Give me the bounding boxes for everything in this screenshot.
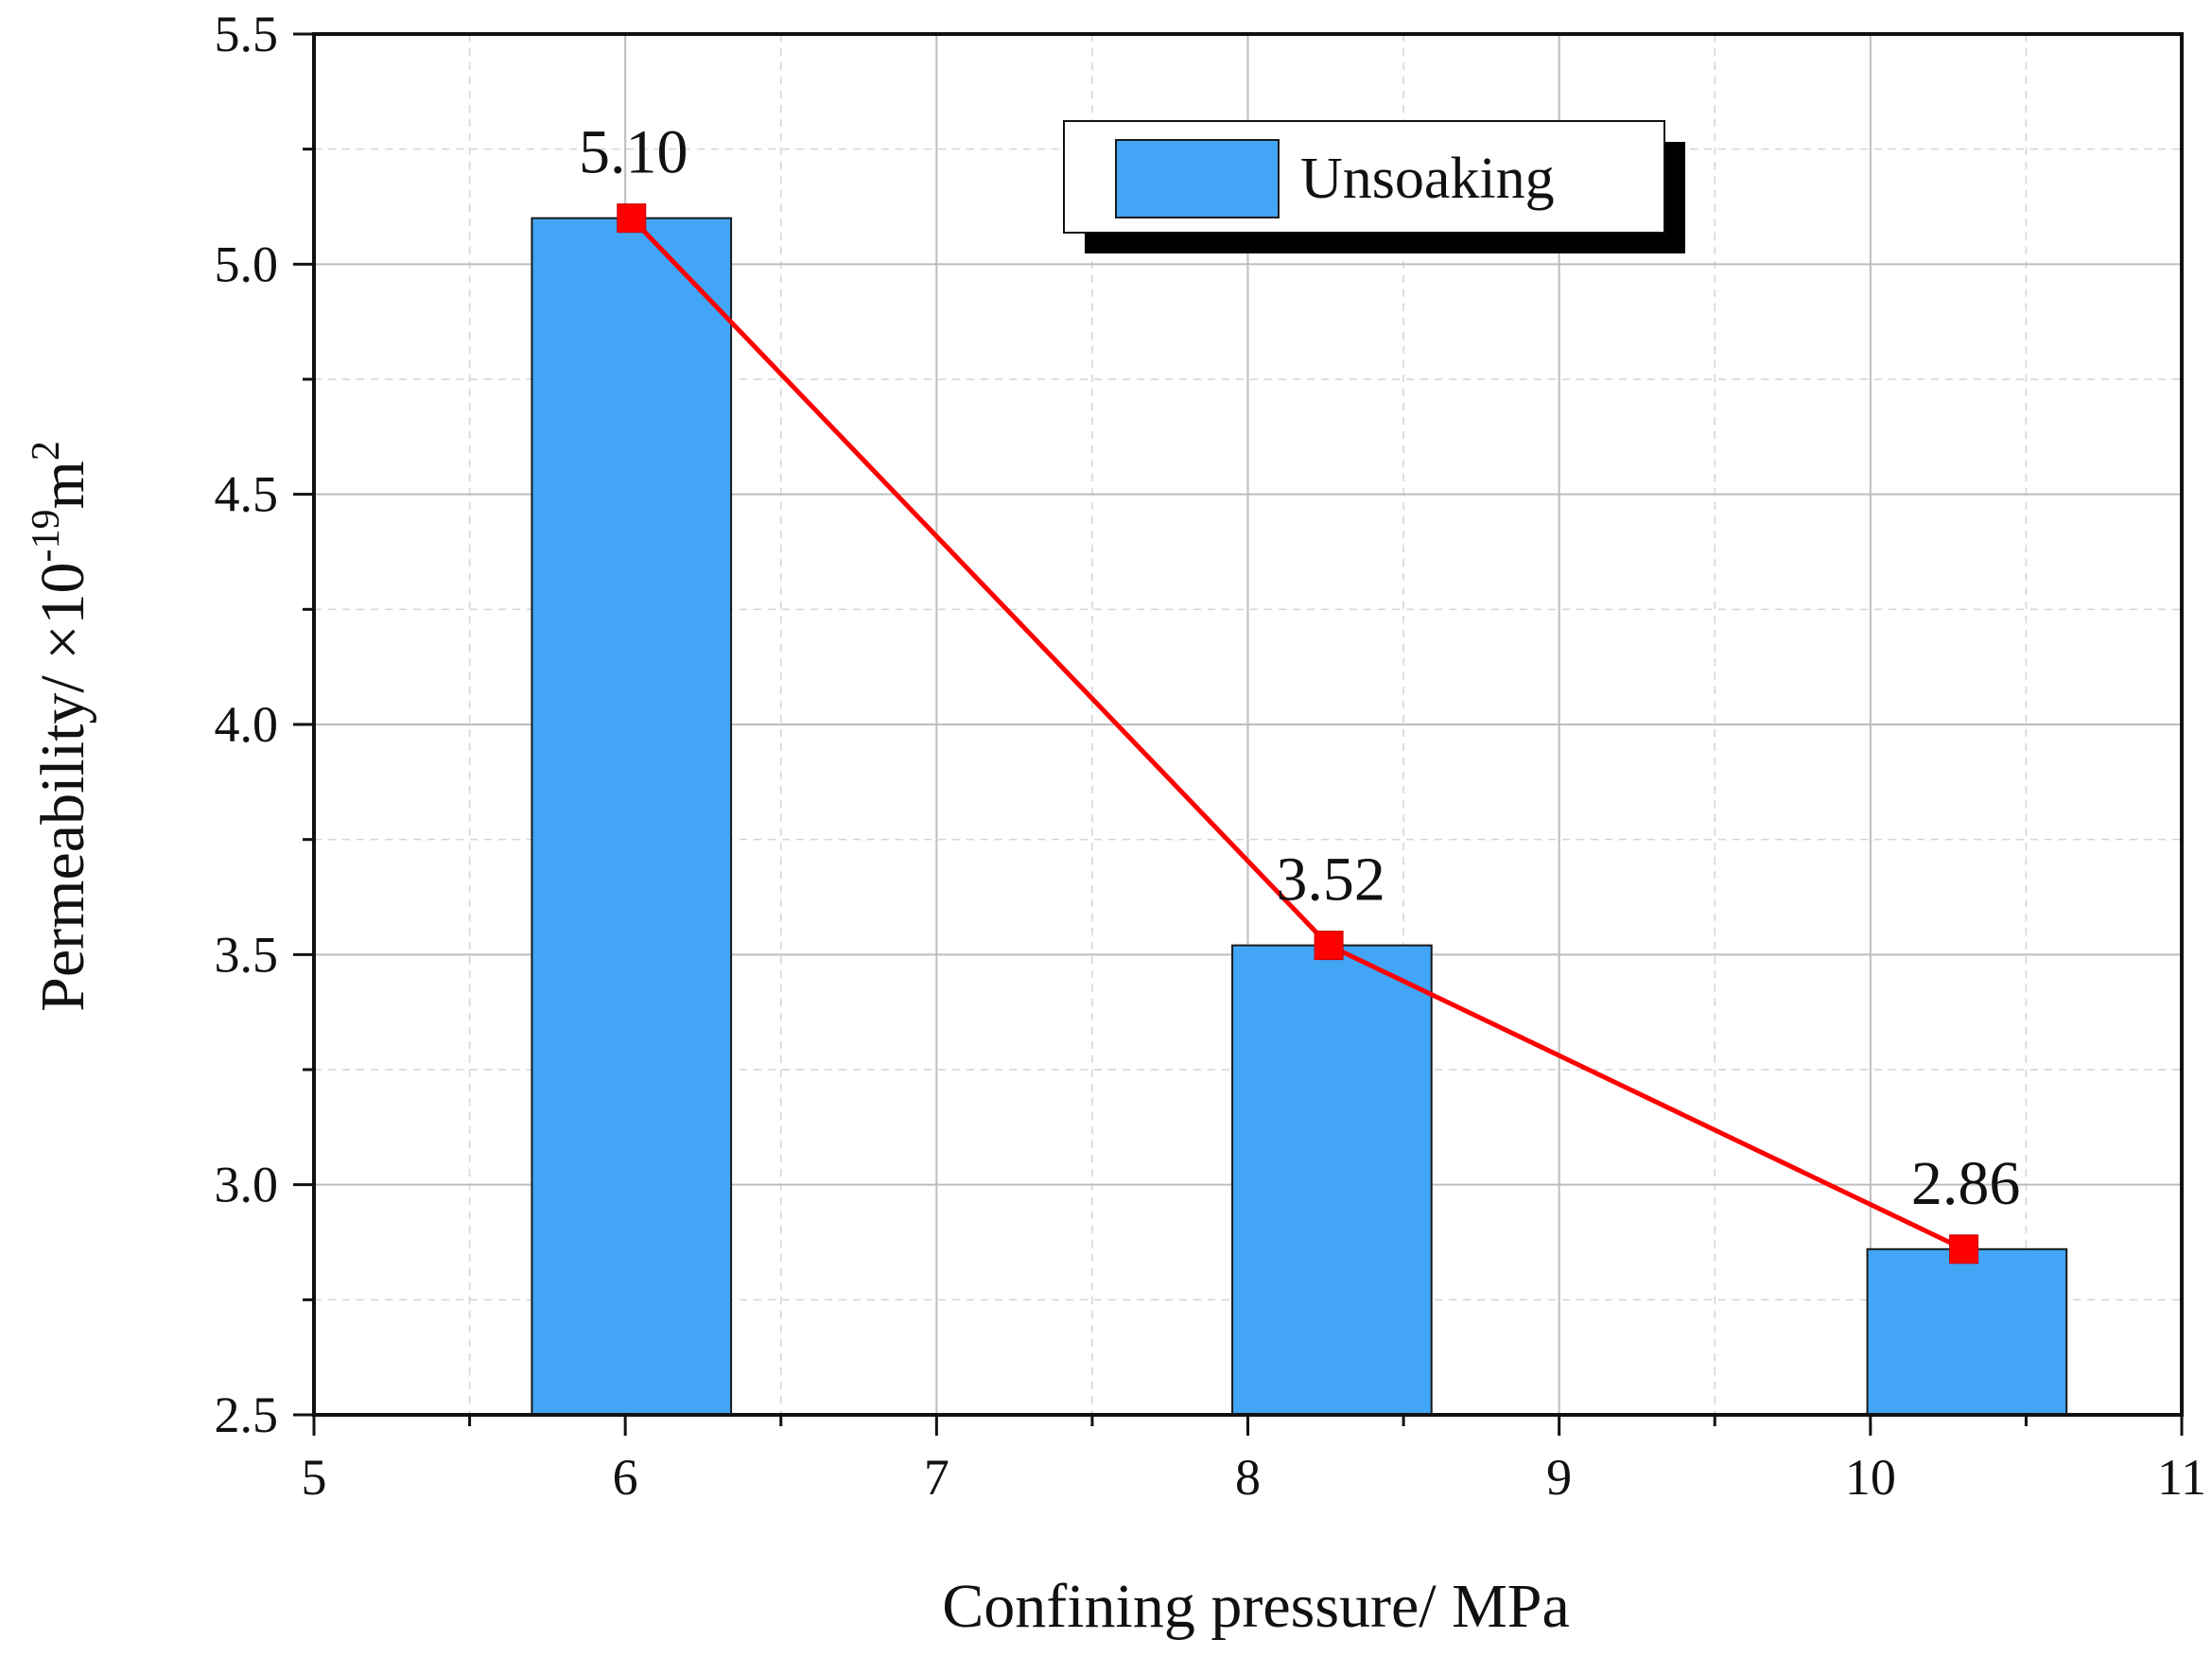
x-tick-label: 9 bbox=[1546, 1449, 1572, 1506]
marker-3 bbox=[1949, 1234, 1979, 1264]
y-axis-title: Permeability/ ×10-19m2 bbox=[25, 441, 97, 1012]
y-tick-label: 5.0 bbox=[215, 235, 279, 292]
trend-line-layer bbox=[617, 203, 1979, 1264]
data-label-3: 2.86 bbox=[1911, 1149, 2021, 1218]
marker-1 bbox=[617, 203, 647, 234]
y-tick-label: 5.5 bbox=[215, 6, 279, 62]
x-tick-label: 6 bbox=[613, 1449, 638, 1506]
x-tick-label: 11 bbox=[2157, 1449, 2206, 1506]
y-axis-title-main: Permeability/ ×10 bbox=[28, 563, 97, 1012]
marker-2 bbox=[1314, 931, 1344, 961]
y-tick-label: 2.5 bbox=[215, 1386, 279, 1443]
y-tick-label: 4.5 bbox=[215, 466, 279, 523]
bar-2 bbox=[1231, 944, 1433, 1416]
x-tick-label: 10 bbox=[1845, 1449, 1896, 1506]
legend-label: Unsoaking bbox=[1300, 147, 1555, 211]
axes: 5 6 7 8 9 10 11 2.5 3.0 3.5 4.0 4.5 5.0 5.5 bbox=[215, 6, 2207, 1506]
legend-swatch bbox=[1115, 139, 1280, 218]
y-axis-title-exp2: 2 bbox=[25, 441, 68, 461]
y-tick-label: 3.5 bbox=[215, 926, 279, 983]
y-tick-label: 4.0 bbox=[215, 696, 279, 753]
y-axis-title-unit: m bbox=[28, 461, 97, 509]
x-tick-label: 7 bbox=[924, 1449, 949, 1506]
bars bbox=[531, 217, 2068, 1417]
y-tick-label: 3.0 bbox=[215, 1157, 279, 1213]
data-label-2: 3.52 bbox=[1276, 845, 1385, 915]
legend: Unsoaking bbox=[1063, 120, 1685, 253]
bar-3 bbox=[1866, 1247, 2068, 1417]
x-tick-label: 5 bbox=[302, 1449, 327, 1506]
data-labels: 5.10 3.52 2.86 bbox=[579, 118, 2020, 1218]
x-axis-title: Confining pressure/ MPa bbox=[942, 1572, 1570, 1641]
data-label-1: 5.10 bbox=[579, 118, 688, 187]
y-axis-title-exp1: -19 bbox=[25, 510, 68, 563]
x-tick-label: 8 bbox=[1235, 1449, 1261, 1506]
bar-1 bbox=[531, 217, 733, 1417]
